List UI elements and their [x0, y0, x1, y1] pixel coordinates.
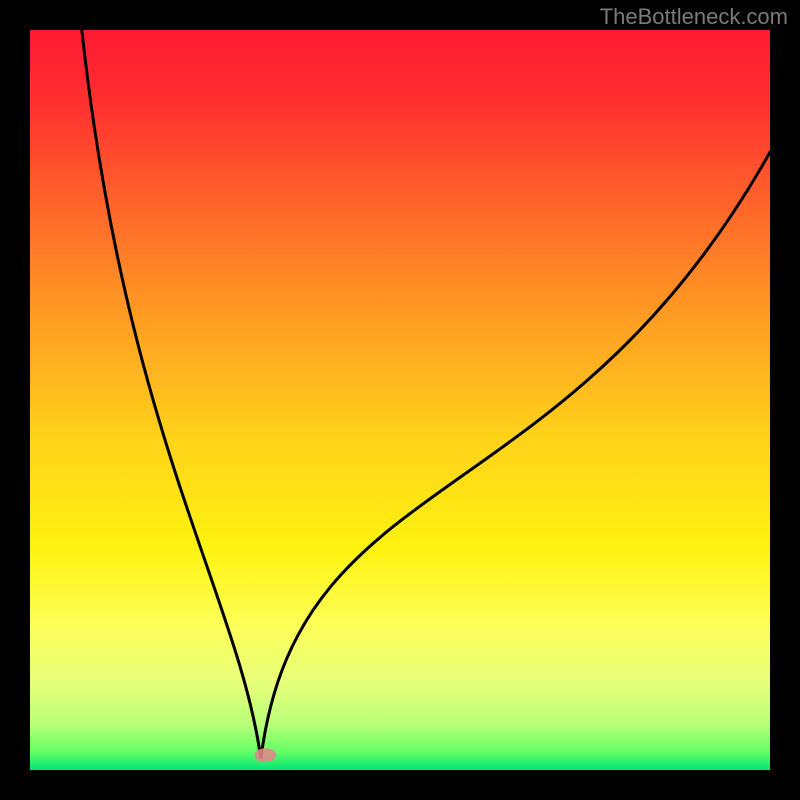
watermark-text: TheBottleneck.com	[600, 4, 788, 30]
chart-frame: TheBottleneck.com	[0, 0, 800, 800]
plot-svg	[30, 30, 770, 770]
apex-marker	[254, 748, 276, 762]
gradient-background	[30, 30, 770, 770]
plot-area	[30, 30, 770, 770]
